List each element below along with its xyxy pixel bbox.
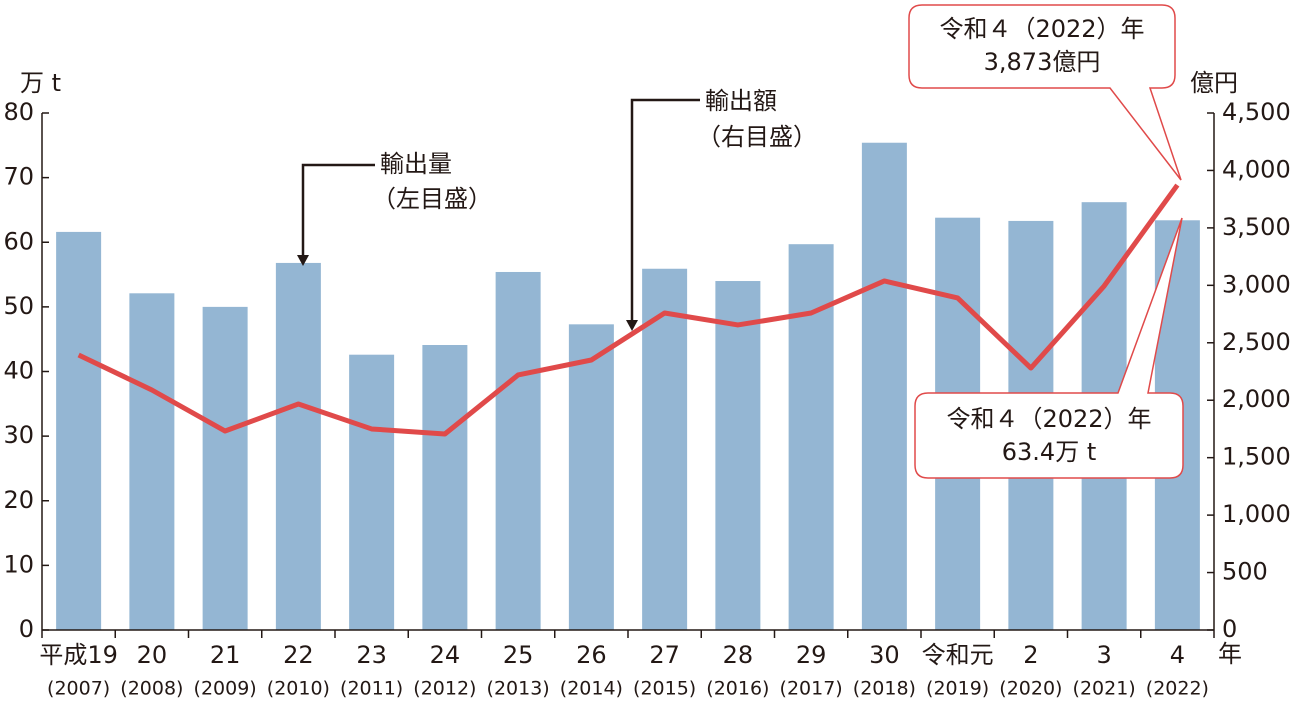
x-tick-label: 4	[1170, 641, 1185, 669]
arrow	[301, 163, 375, 258]
x-tick-label: 28	[723, 641, 754, 669]
x-sublabel: (2011)	[340, 678, 403, 700]
y2-tick-label: 0	[1222, 615, 1237, 643]
annotations: 輸出量 （左目盛） 輸出額 （右目盛） 令和４（2022）年 3,873億円 令…	[297, 4, 1184, 479]
y2-tick-label: 1,000	[1222, 500, 1291, 528]
x-tick-label: 21	[210, 641, 241, 669]
bar	[642, 268, 688, 630]
x-tick-label: 27	[649, 641, 680, 669]
x-sublabel: (2015)	[633, 678, 696, 700]
y2-tick-label: 4,000	[1222, 155, 1291, 183]
annotation-text: 輸出量	[380, 150, 452, 178]
line	[77, 183, 1180, 437]
arrow	[630, 98, 700, 323]
y2-tick-label: 4,500	[1222, 98, 1291, 126]
y2-tick-label: 500	[1222, 558, 1268, 586]
callout-box	[914, 217, 1184, 479]
callout-text: 令和４（2022）年	[939, 15, 1144, 43]
x-tick-label: 25	[503, 641, 534, 669]
x-sublabel: (2022)	[1146, 678, 1209, 700]
x-sublabel: (2007)	[47, 678, 110, 700]
x-tick-label: 26	[576, 641, 607, 669]
y-tick-label: 40	[3, 357, 34, 385]
plot-area: 0 10 20 30 40 50 60 70 80 0 500 1,000 1,500 2,000 2,50…	[3, 98, 1290, 700]
x-sublabel: (2021)	[1073, 678, 1136, 700]
y-tick-label: 10	[3, 550, 34, 578]
x-tick-label: 22	[283, 641, 314, 669]
y2-axis-label: 億円	[1190, 69, 1238, 97]
bar	[495, 271, 541, 630]
x-tick-label: 24	[430, 641, 461, 669]
callout-text: 63.4万 t	[1002, 438, 1096, 466]
y-tick-label: 80	[3, 98, 34, 126]
y-tick-label: 0	[19, 615, 34, 643]
bar	[349, 354, 395, 630]
x-sublabel: (2016)	[706, 678, 769, 700]
arrow-head	[297, 255, 309, 266]
bar	[202, 306, 248, 630]
y2-tick-label: 2,000	[1222, 385, 1291, 413]
y-tick-label: 30	[3, 421, 34, 449]
bar	[56, 231, 102, 630]
x-tick-label: 23	[356, 641, 387, 669]
y2-tick-label: 1,500	[1222, 443, 1291, 471]
annotation-text: （左目盛）	[372, 185, 492, 213]
x-sublabel: (2014)	[560, 678, 623, 700]
annotation-text: 輸出額	[705, 87, 777, 115]
bar	[129, 293, 175, 630]
x-tick-label: 2	[1023, 641, 1038, 669]
y-tick-label: 60	[3, 227, 34, 255]
x-sublabel: (2009)	[194, 678, 257, 700]
bar	[788, 244, 834, 630]
x-tick-label: 平成19	[39, 641, 118, 669]
bar	[861, 142, 907, 631]
x-sublabel: (2018)	[853, 678, 916, 700]
bar	[422, 345, 468, 630]
callout-text: 3,873億円	[984, 48, 1101, 76]
bar	[715, 281, 761, 630]
x-unit: 年	[1218, 640, 1242, 668]
callout-text: 令和４（2022）年	[946, 405, 1151, 433]
x-sublabel: (2013)	[487, 678, 550, 700]
callout-box	[908, 4, 1182, 181]
bar	[275, 262, 321, 630]
y2-tick-label: 3,000	[1222, 270, 1291, 298]
y-tick-label: 20	[3, 486, 34, 514]
y-tick-label: 70	[3, 163, 34, 191]
bar	[568, 324, 614, 630]
x-tick-label: 20	[137, 641, 168, 669]
x-sublabel: (2012)	[413, 678, 476, 700]
x-tick-label: 令和元	[922, 641, 994, 669]
y2-tick-label: 3,500	[1222, 213, 1291, 241]
x-sublabel: (2017)	[780, 678, 843, 700]
x-sublabel: (2010)	[267, 678, 330, 700]
x-tick-label: 30	[869, 641, 900, 669]
x-sublabel: (2019)	[926, 678, 989, 700]
y-tick-label: 50	[3, 292, 34, 320]
x-sublabel: (2020)	[999, 678, 1062, 700]
x-tick-label: 29	[796, 641, 827, 669]
y-axis-label: 万 t	[20, 69, 61, 97]
x-sublabel: (2008)	[120, 678, 183, 700]
x-tick-label: 3	[1096, 641, 1111, 669]
arrow-head	[626, 320, 638, 331]
y2-tick-label: 2,500	[1222, 328, 1291, 356]
annotation-text: （右目盛）	[697, 123, 817, 151]
